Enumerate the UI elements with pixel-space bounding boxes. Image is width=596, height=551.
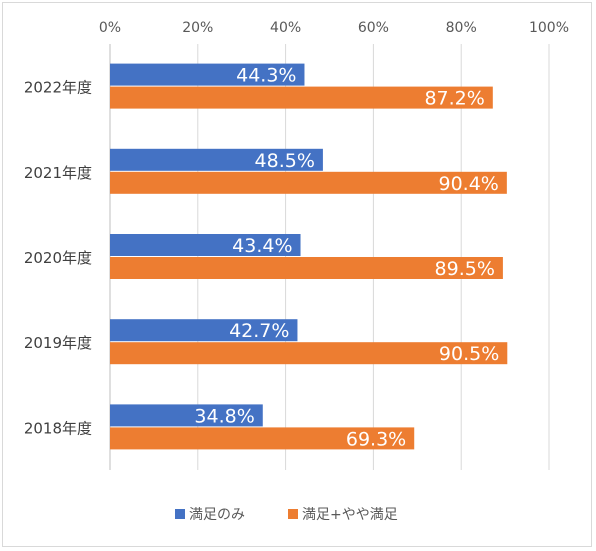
legend-swatch [175,509,185,519]
bars: 44.3% 87.2% 48.5% 90.4% 43.4% 89.5% 42.7% 90.5%… [110,63,508,450]
category-label: 2019年度 [24,334,92,352]
data-label: 43.4% [232,235,292,257]
x-tick-label: 0% [99,20,121,36]
legend: 満足のみ 満足+やや満足 [175,507,398,523]
category-label: 2022年度 [24,79,92,97]
x-tick-label: 40% [270,20,301,36]
data-label: 42.7% [229,320,289,342]
bar-satisfied-only [110,148,323,171]
x-axis-ticks: 0% 20% 40% 60% 80% 100% [99,20,569,36]
bar-satisfied-only [110,404,263,427]
bar-satisfied-total [110,86,493,109]
data-label: 90.5% [439,343,499,365]
data-label: 44.3% [236,65,296,87]
data-label: 89.5% [435,258,495,280]
data-label: 34.8% [194,405,254,427]
bar-satisfied-total [110,427,415,450]
x-tick-label: 100% [529,20,569,36]
data-label: 69.3% [346,428,406,450]
data-label: 48.5% [255,150,315,172]
data-label: 87.2% [424,88,484,110]
legend-swatch [288,509,298,519]
category-label: 2018年度 [24,419,92,437]
data-label: 90.4% [438,173,498,195]
x-tick-label: 80% [446,20,477,36]
bar-satisfied-only [110,234,301,256]
x-tick-label: 60% [358,20,389,36]
bar-satisfied-total [110,171,507,194]
bar-satisfied-total [110,342,508,365]
category-label: 2020年度 [24,249,92,267]
bar-satisfied-only [110,63,305,86]
category-label: 2021年度 [24,164,92,182]
bar-satisfied-total [110,257,503,279]
category-labels: 2022年度 2021年度 2020年度 2019年度 2018年度 [24,79,92,438]
legend-label: 満足+やや満足 [302,507,398,523]
bar-satisfied-only [110,319,298,342]
x-tick-label: 20% [182,20,213,36]
legend-label: 満足のみ [189,507,245,523]
